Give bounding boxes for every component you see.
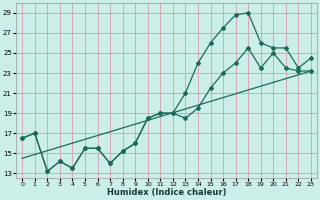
X-axis label: Humidex (Indice chaleur): Humidex (Indice chaleur): [107, 188, 226, 197]
